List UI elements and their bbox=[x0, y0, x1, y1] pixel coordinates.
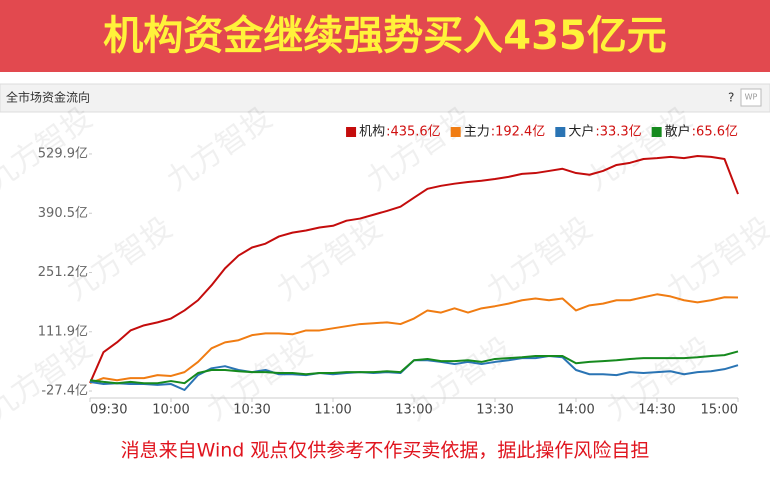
panel-header bbox=[0, 83, 770, 113]
watermark: 九方智投 bbox=[0, 330, 99, 427]
watermark: 九方智投 bbox=[160, 100, 278, 197]
plot: -27.4亿 111.9亿 251.2亿 390.5亿 529.9亿 09:30 10:00… bbox=[38, 124, 739, 418]
legend-swatch bbox=[346, 127, 357, 137]
legend-name: 大户 bbox=[568, 124, 594, 140]
wp-icon[interactable] bbox=[740, 88, 762, 107]
x-tick-label: 13:30 bbox=[476, 403, 513, 418]
legend-value: :192.4亿 bbox=[491, 125, 546, 140]
legend-name: 散户 bbox=[665, 124, 691, 140]
watermark: 九方智投 bbox=[60, 210, 178, 307]
series-line bbox=[89, 155, 739, 384]
legend-swatch bbox=[651, 127, 662, 137]
legend-name: 主力 bbox=[464, 125, 490, 140]
footer: 消息来自Wind 观点仅供参考不作买卖依据，据此操作风险自担 bbox=[121, 440, 650, 462]
watermark: 九方智投 bbox=[580, 100, 698, 197]
x-tick-label: 10:30 bbox=[233, 403, 270, 418]
y-tick-label: 111.9亿 bbox=[38, 324, 88, 339]
series-line bbox=[89, 350, 739, 385]
legend-swatch bbox=[555, 127, 566, 137]
panel-title: 全市场资金流向 bbox=[6, 90, 90, 105]
series-line bbox=[89, 293, 739, 385]
x-tick-label: 15:00 bbox=[701, 403, 738, 418]
x-tick-label: 14:30 bbox=[638, 403, 675, 418]
banner bbox=[0, 0, 770, 72]
help-icon[interactable]: ? bbox=[728, 91, 734, 105]
wp-icon-text: WP bbox=[745, 93, 758, 102]
y-tick-label: 390.5亿 bbox=[38, 206, 88, 221]
y-tick-label: 529.9亿 bbox=[38, 146, 88, 161]
y-tick-label: -27.4亿 bbox=[41, 384, 88, 399]
legend-value: :65.6亿 bbox=[692, 125, 738, 140]
y-tick-label: 251.2亿 bbox=[38, 265, 88, 280]
x-tick-label: 14:00 bbox=[557, 403, 594, 418]
legend-value: :435.6亿 bbox=[386, 125, 441, 140]
x-tick-label: 10:00 bbox=[152, 403, 189, 418]
legend-value: :33.3亿 bbox=[595, 125, 641, 140]
legend-name: 机构 bbox=[359, 125, 385, 140]
watermark: 九方智投 bbox=[270, 210, 388, 307]
legend-swatch bbox=[450, 127, 461, 137]
banner-title: 机构资金继续强势买入435亿元 bbox=[103, 13, 667, 59]
x-tick-label: 11:00 bbox=[314, 403, 351, 418]
watermark: 九方智投 bbox=[660, 210, 770, 307]
x-tick-label: 09:30 bbox=[90, 403, 127, 418]
watermark: 九方智投 bbox=[480, 210, 598, 307]
x-tick-label: 13:00 bbox=[395, 403, 432, 418]
legend: 机构:435.6亿 主力:192.4亿 大户:33.3亿 散户:65.6亿 bbox=[346, 124, 738, 140]
